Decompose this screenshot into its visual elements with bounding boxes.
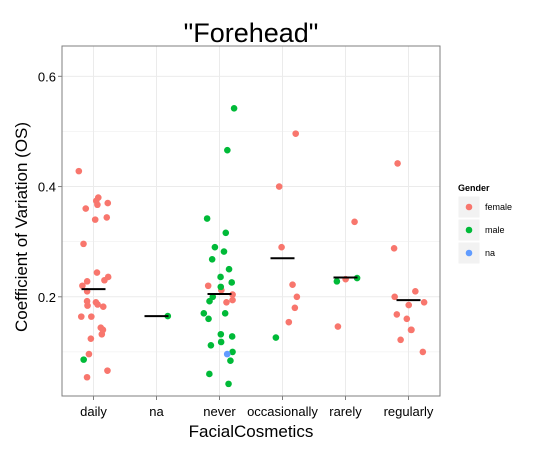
legend-swatch-male [465,226,473,234]
x-tick-label: never [203,404,236,419]
data-point-female [405,301,413,309]
data-point-female [82,205,90,212]
data-point-female [229,291,236,298]
data-point-female [412,287,419,295]
data-point-male [217,338,225,346]
data-point-female [79,282,86,290]
data-point-male [228,333,236,340]
x-tick-label: na [149,404,164,419]
data-point-female [98,330,106,338]
data-point-male [207,341,215,349]
data-point-female [334,323,342,330]
data-point-male [222,229,230,237]
legend-label: na [485,248,495,258]
data-point-female [351,218,358,226]
data-point-female [419,348,427,356]
data-point-female [80,240,87,248]
data-point-male [230,104,238,112]
data-point-male [225,265,233,273]
data-point-male [229,348,236,356]
data-point-female [94,201,101,209]
data-point-female [85,350,93,358]
chart-title: "Forehead" [184,18,319,48]
data-point-female [77,313,85,320]
data-point-female [391,293,398,301]
data-point-female [75,167,83,175]
legend-swatch-female [465,203,473,211]
data-point-female [91,216,99,223]
y-axis-title: Coefficient of Variation (OS) [12,122,31,332]
data-point-male [211,243,219,251]
data-point-female [275,183,283,190]
data-point-male [224,146,231,154]
data-point-male [217,330,225,338]
data-point-female [87,335,95,342]
data-point-female [278,243,285,251]
y-tick-label: 0.6 [38,69,56,84]
data-point-male [225,380,232,388]
data-point-female [204,282,212,290]
plot-panel [61,45,441,397]
data-point-male [221,310,229,317]
data-point-male [208,256,216,263]
data-point-female [229,296,236,304]
data-point-female [101,276,108,284]
data-point-female [285,318,293,326]
x-tick-label: regularly [384,404,434,419]
x-tick-label: daily [80,404,107,419]
data-point-male [220,248,228,255]
data-point-female [103,214,111,221]
data-point-female [394,160,401,167]
x-tick-label: rarely [329,404,362,419]
mean-markers [81,257,421,318]
data-point-female [292,130,299,137]
data-point-female [104,199,112,207]
data-point-male [333,278,341,285]
data-point-male [227,357,234,365]
data-point-male [217,283,225,291]
legend-label: male [485,225,505,235]
data-point-female [99,303,107,311]
data-point-female [403,315,411,323]
data-point-male [217,273,224,281]
data-point-female [393,311,401,318]
data-point-female [397,336,404,344]
legend-title: Gender [458,183,490,193]
data-point-male [228,279,236,286]
data-point-female [84,302,91,309]
data-point-female [94,301,101,308]
data-point-male [200,310,208,317]
data-point-male [203,215,211,222]
data-point-male [205,315,212,323]
data-point-male [206,370,213,378]
data-point-female [407,326,415,334]
data-point-female [93,269,101,276]
x-axis: daily na never occasionally rarely regularly [80,396,434,419]
data-point-female [223,298,230,306]
data-point-na [223,350,231,358]
data-point-female [291,304,299,312]
x-axis-title: FacialCosmetics [189,422,314,441]
data-point-male [272,334,280,341]
data-point-male [80,356,87,363]
legend-swatch-na [465,249,473,257]
data-point-female [289,281,296,288]
data-point-female [88,313,95,320]
legend: Gender female male na [457,183,512,265]
legend-label: female [485,202,512,212]
data-points [75,104,428,388]
data-point-female [83,278,91,285]
data-point-female [293,293,301,301]
data-point-female [83,373,91,381]
data-point-male [206,297,213,305]
y-tick-label: 0.4 [38,180,56,195]
data-point-female [420,298,428,306]
y-tick-label: 0.2 [38,290,56,305]
y-axis: 0.2 0.4 0.6 [38,69,62,305]
data-point-female [104,367,111,374]
x-tick-label: occasionally [247,404,318,419]
data-point-female [390,244,398,252]
